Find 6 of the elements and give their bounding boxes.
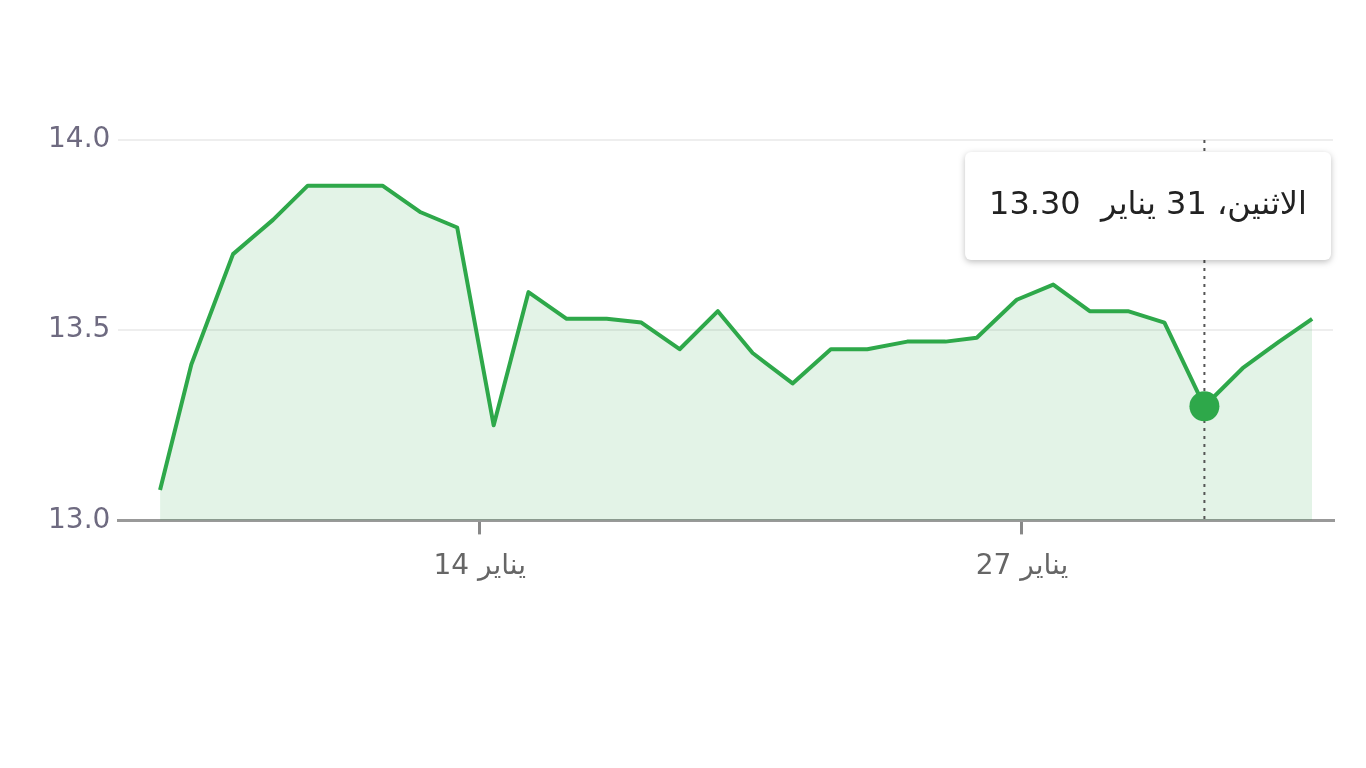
y-tick-label: 13.0 [48,501,111,535]
y-tick-label: 13.5 [48,311,111,345]
x-tick-label: 27 يناير [975,548,1069,582]
y-tick-label: 14.0 [48,121,111,155]
annotation: الاثنين، 31 يناير 13.30 [989,184,1307,223]
x-tick-label: 14 يناير [433,548,527,582]
